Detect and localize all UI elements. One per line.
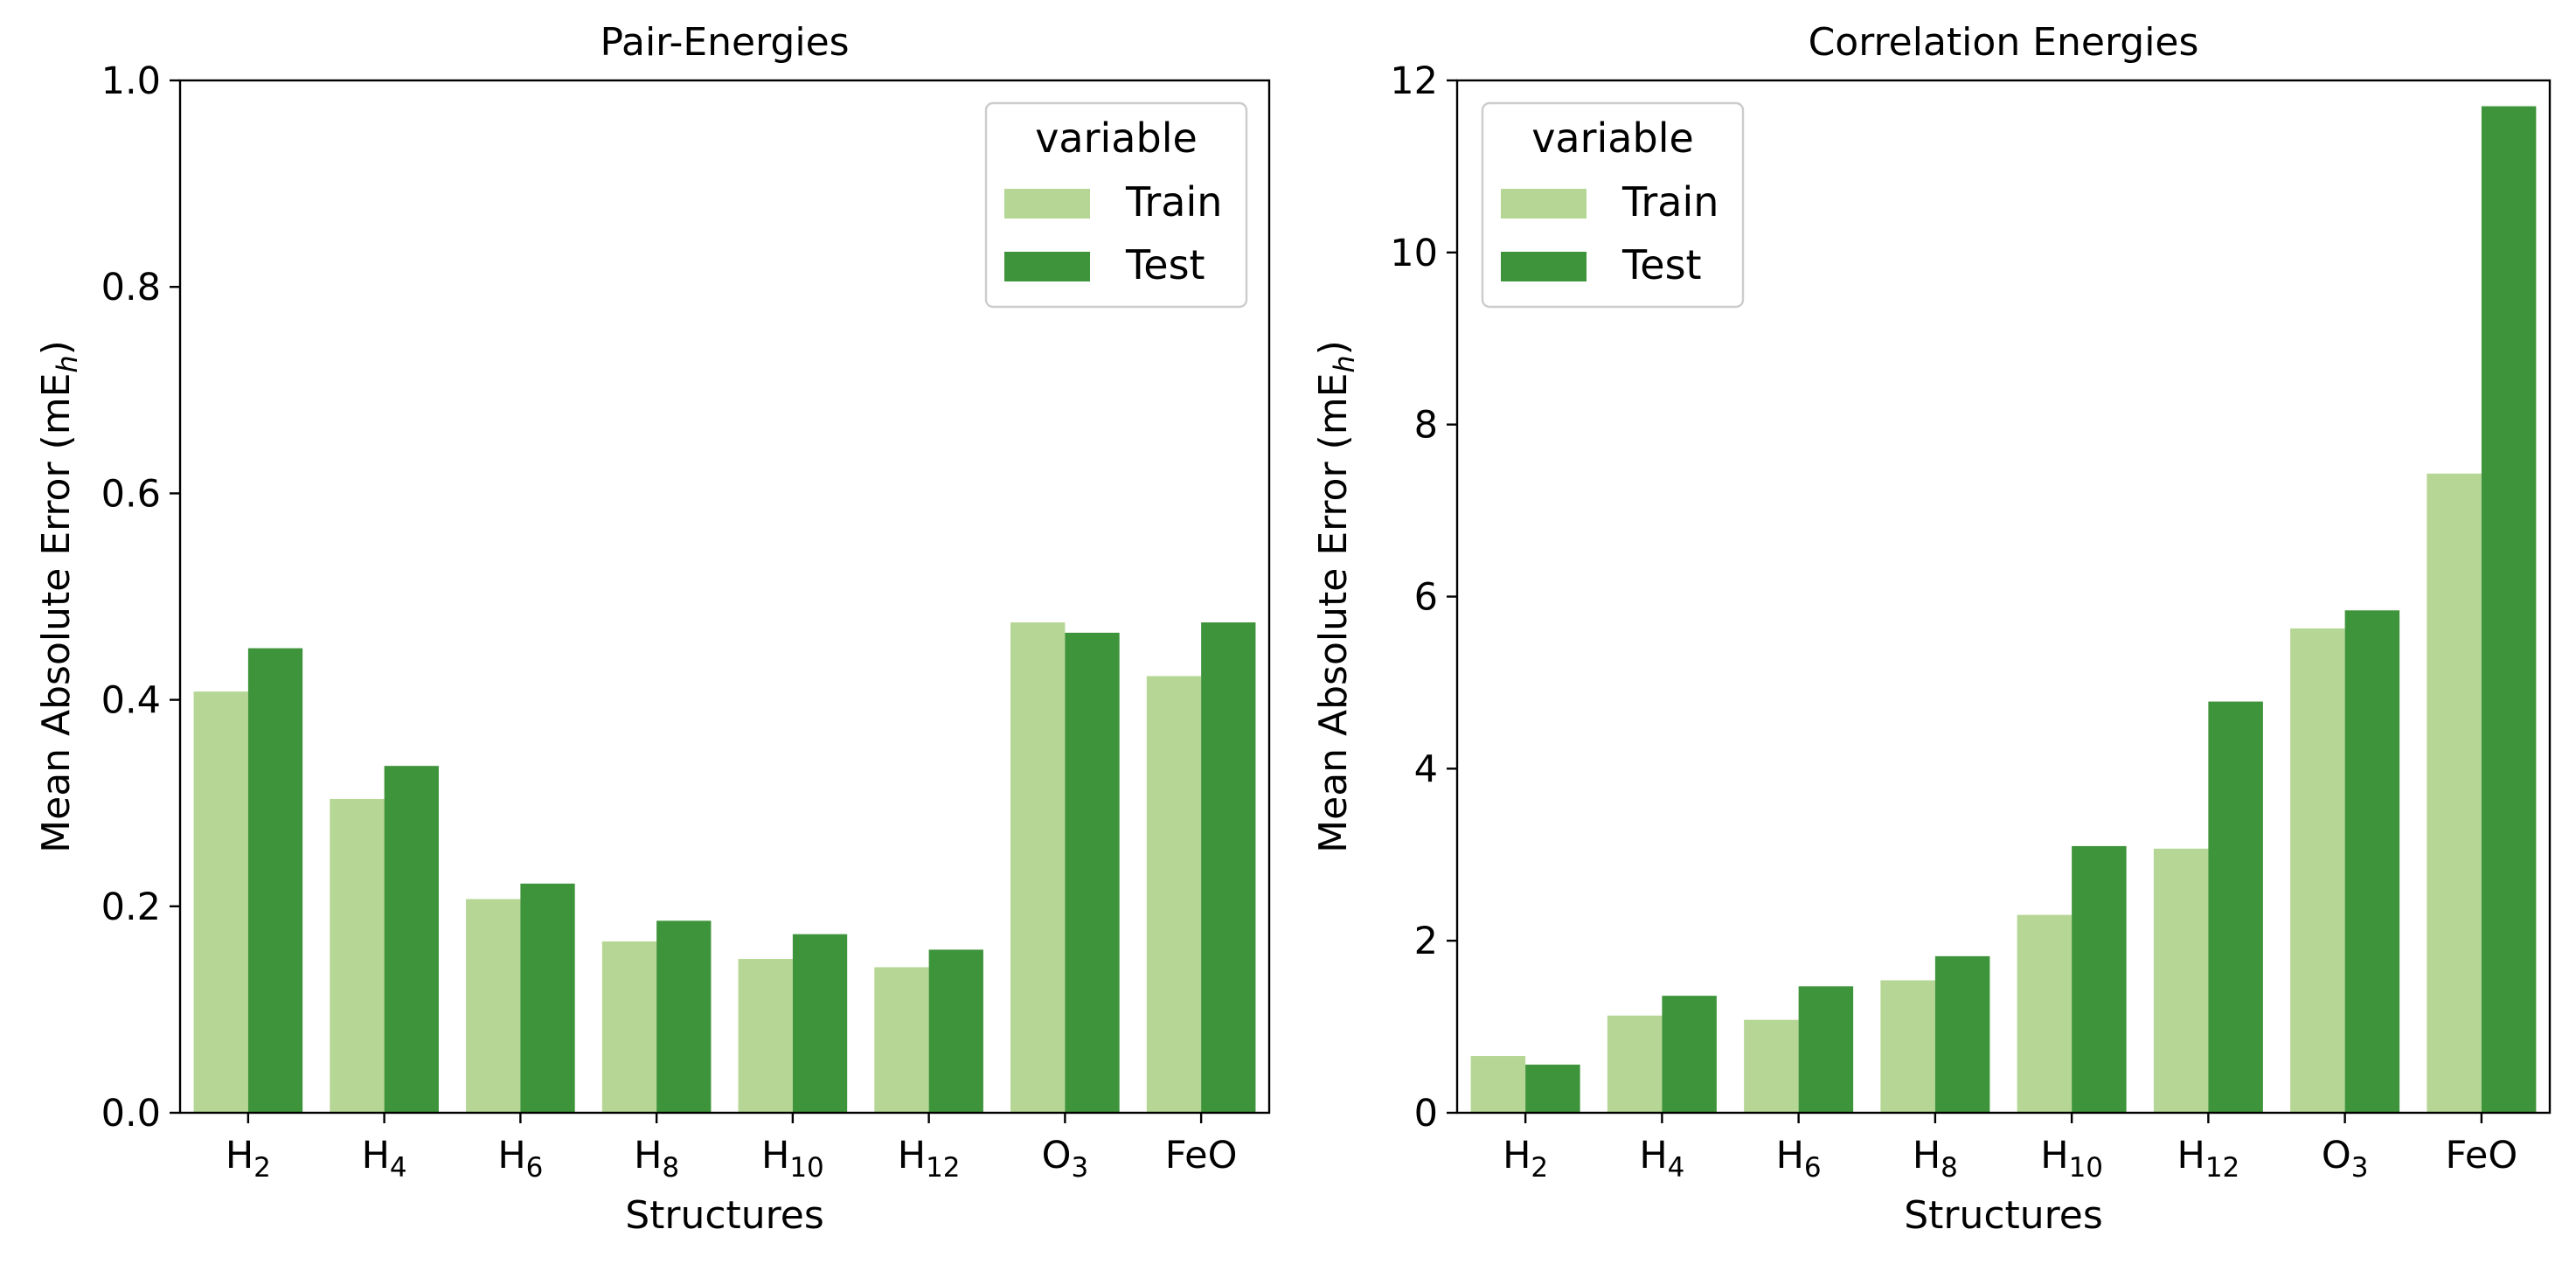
bar-test-2 [1662,996,1717,1113]
legend-swatch-train [1004,189,1090,219]
bar-train-2 [330,798,385,1113]
bar-test-4 [1934,955,1990,1113]
x-axis-label: Structures [625,1193,824,1238]
y-tick-label-6: 1.0 [101,59,161,103]
x-tick-label-3: H6 [497,1134,543,1184]
y-tick-label-1: 0 [1414,1092,1438,1136]
bar-test-8 [2481,106,2537,1113]
bar-test-6 [928,949,983,1113]
y-tick-label-6: 10 [1390,232,1438,275]
bar-train-4 [601,941,657,1113]
legend-label-test: Test [1125,241,1205,288]
bar-test-2 [384,766,439,1113]
x-tick-label-5: H10 [761,1134,824,1184]
legend-swatch-test [1501,252,1587,281]
bar-train-6 [874,967,929,1113]
x-tick-label-1: H2 [226,1134,271,1184]
plot-frame [178,79,1271,1115]
legend-label-train: Train [1621,178,1718,226]
bar-test-7 [1065,632,1120,1113]
y-tick-label-7: 12 [1390,59,1438,103]
bar-test-8 [1201,622,1256,1113]
x-tick-label-6: H12 [2177,1134,2239,1184]
chart-title: Pair-Energies [600,20,849,65]
bar-train-7 [1010,622,1066,1113]
bar-test-1 [247,648,303,1113]
legend-title: variable [1035,115,1198,162]
bar-test-6 [2208,701,2263,1113]
y-axis-label: Mean Absolute Error (mEh) [1311,340,1361,853]
legend: variable Train Test [1481,101,1745,309]
x-tick-label-8: FeO [1165,1134,1238,1177]
bar-train-5 [738,959,793,1113]
bar-test-4 [656,920,712,1113]
bar-train-8 [2427,473,2482,1113]
bar-train-1 [193,691,248,1113]
x-axis-label: Structures [1904,1193,2103,1238]
bar-test-5 [2072,845,2127,1113]
bar-train-6 [2153,848,2209,1113]
y-tick-label-5: 0.8 [101,266,161,309]
y-tick-label-2: 2 [1414,920,1438,963]
y-tick-label-3: 0.4 [101,679,161,723]
bar-train-4 [1880,980,1935,1113]
legend-swatch-test [1004,252,1090,281]
y-tick-label-1: 0.0 [101,1092,161,1136]
x-tick-label-2: H4 [1639,1134,1684,1184]
legend-swatch-train [1501,189,1587,219]
y-tick-label-4: 6 [1414,576,1438,620]
x-tick-label-8: FeO [2446,1134,2518,1177]
y-tick-label-5: 8 [1414,404,1438,448]
x-tick-label-4: H8 [1913,1134,1958,1184]
bar-train-3 [1744,1019,1799,1113]
bar-train-5 [2017,914,2073,1113]
y-tick-label-4: 0.6 [101,472,161,516]
x-tick-label-7: O3 [2322,1134,2369,1184]
bar-train-3 [466,899,521,1113]
bar-train-2 [1607,1015,1663,1113]
bar-test-3 [1798,986,1854,1113]
x-tick-label-5: H10 [2040,1134,2103,1184]
x-tick-label-6: H12 [898,1134,961,1184]
chart-panel-2: 0 2 4 6 8 10 12 H2 H4 H6 H8 H10 H12 O3 FeO Correlation … [1311,20,2552,1238]
legend-label-train: Train [1125,178,1222,226]
bar-train-7 [2290,628,2345,1113]
bar-train-1 [1470,1056,1526,1113]
bar-test-5 [792,934,848,1113]
legend-label-test: Test [1621,241,1702,288]
x-tick-label-2: H4 [362,1134,407,1184]
bar-test-1 [1525,1064,1580,1113]
y-tick-label-3: 4 [1414,747,1438,791]
chart-title: Correlation Energies [1809,20,2199,65]
bar-test-7 [2344,610,2400,1113]
bar-test-3 [520,883,575,1113]
x-tick-label-1: H2 [1503,1134,1548,1184]
y-axis-label: Mean Absolute Error (mEh) [34,340,84,853]
x-tick-label-7: O3 [1042,1134,1089,1184]
legend-title: variable [1531,115,1694,162]
chart-panel-1: 0.0 0.2 0.4 0.6 0.8 1.0 H2 H4 H6 H8 H10 H12 O3 FeO Pai… [34,20,1271,1238]
legend: variable Train Test [984,101,1248,309]
x-tick-label-3: H6 [1776,1134,1822,1184]
bar-train-8 [1146,676,1202,1113]
y-tick-label-2: 0.2 [101,885,161,929]
x-tick-label-4: H8 [634,1134,679,1184]
